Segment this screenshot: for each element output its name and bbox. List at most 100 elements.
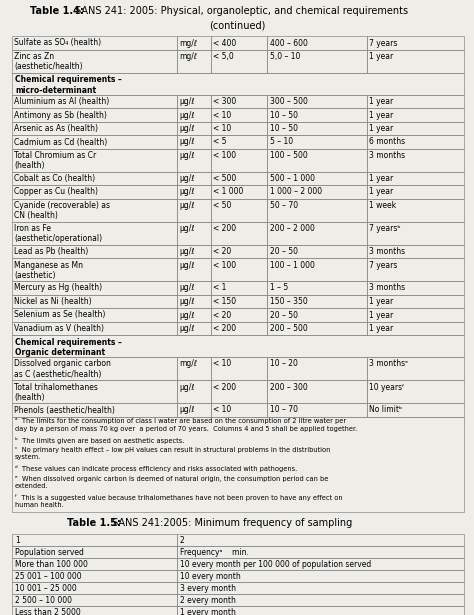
Bar: [267, 36, 367, 49]
Bar: [367, 221, 464, 245]
Bar: [12, 582, 177, 593]
Text: < 10: < 10: [213, 111, 232, 119]
Text: Cyanide (recoverable) as
CN (health): Cyanide (recoverable) as CN (health): [15, 201, 110, 220]
Text: Chemical requirements –
Organic determinant: Chemical requirements – Organic determin…: [15, 338, 122, 357]
Bar: [177, 295, 211, 308]
Text: 10 001 – 25 000: 10 001 – 25 000: [15, 584, 77, 593]
Bar: [211, 308, 267, 322]
Text: 10 yearsᶠ: 10 yearsᶠ: [369, 383, 405, 392]
Text: 20 – 50: 20 – 50: [270, 311, 298, 320]
Bar: [12, 403, 177, 416]
Text: 6 months: 6 months: [369, 138, 405, 146]
Bar: [177, 569, 464, 582]
Text: < 500: < 500: [213, 174, 237, 183]
Text: µg/ℓ: µg/ℓ: [180, 188, 195, 197]
Text: µg/ℓ: µg/ℓ: [180, 247, 195, 256]
Bar: [12, 258, 177, 281]
Text: µg/ℓ: µg/ℓ: [180, 297, 195, 306]
Text: Frequencyᵃ    min.: Frequencyᵃ min.: [180, 548, 249, 557]
Bar: [367, 95, 464, 108]
Text: No limitᵇ: No limitᵇ: [369, 405, 402, 415]
Bar: [177, 245, 211, 258]
Bar: [177, 357, 211, 380]
Bar: [211, 357, 267, 380]
Bar: [267, 172, 367, 185]
Text: 10 – 50: 10 – 50: [270, 111, 298, 119]
Text: 3 months: 3 months: [369, 151, 405, 160]
Text: 100 – 500: 100 – 500: [270, 151, 308, 160]
Text: 20 – 50: 20 – 50: [270, 247, 298, 256]
Text: < 5,0: < 5,0: [213, 52, 234, 61]
Bar: [211, 49, 267, 73]
Text: Dissolved organic carbon
as C (aesthetic/health): Dissolved organic carbon as C (aesthetic…: [15, 360, 111, 379]
Bar: [177, 148, 211, 172]
Text: Sulfate as SO₄ (health): Sulfate as SO₄ (health): [15, 39, 101, 47]
Text: mg/ℓ: mg/ℓ: [180, 52, 198, 61]
Bar: [211, 108, 267, 122]
Bar: [367, 295, 464, 308]
Bar: [12, 172, 177, 185]
Text: µg/ℓ: µg/ℓ: [180, 151, 195, 160]
Text: < 100: < 100: [213, 261, 237, 269]
Bar: [177, 172, 211, 185]
Bar: [177, 258, 211, 281]
Text: 1 year: 1 year: [369, 52, 393, 61]
Text: Mercury as Hg (health): Mercury as Hg (health): [15, 284, 103, 293]
Text: 2: 2: [180, 536, 185, 545]
Bar: [267, 199, 367, 221]
Bar: [367, 281, 464, 295]
Text: 1 year: 1 year: [369, 311, 393, 320]
Bar: [267, 148, 367, 172]
Bar: [211, 148, 267, 172]
Text: Vanadium as V (health): Vanadium as V (health): [15, 324, 104, 333]
Bar: [177, 403, 211, 416]
Bar: [177, 108, 211, 122]
Text: 1 week: 1 week: [369, 201, 396, 210]
Text: ᵇ  The limits given are based on aesthetic aspects.: ᵇ The limits given are based on aestheti…: [15, 437, 184, 444]
Text: 150 – 350: 150 – 350: [270, 297, 308, 306]
Bar: [211, 380, 267, 403]
Bar: [177, 135, 211, 148]
Bar: [367, 172, 464, 185]
Text: 10 – 20: 10 – 20: [270, 360, 298, 368]
Text: < 20: < 20: [213, 311, 232, 320]
Bar: [367, 199, 464, 221]
Text: µg/ℓ: µg/ℓ: [180, 97, 195, 106]
Bar: [267, 295, 367, 308]
Text: < 300: < 300: [213, 97, 237, 106]
Bar: [12, 569, 177, 582]
Text: 10 – 50: 10 – 50: [270, 124, 298, 133]
Bar: [12, 546, 177, 558]
Text: Iron as Fe
(aesthetic/operational): Iron as Fe (aesthetic/operational): [15, 224, 103, 244]
Text: 500 – 1 000: 500 – 1 000: [270, 174, 315, 183]
Bar: [12, 245, 177, 258]
Text: Copper as Cu (health): Copper as Cu (health): [15, 188, 99, 197]
Text: 1 year: 1 year: [369, 324, 393, 333]
Bar: [211, 199, 267, 221]
Text: 1 every month: 1 every month: [180, 608, 236, 615]
Bar: [211, 245, 267, 258]
Bar: [177, 322, 211, 335]
Bar: [12, 185, 177, 199]
Text: Antimony as Sb (health): Antimony as Sb (health): [15, 111, 108, 119]
Text: 1 year: 1 year: [369, 111, 393, 119]
Bar: [12, 49, 177, 73]
Text: µg/ℓ: µg/ℓ: [180, 174, 195, 183]
Bar: [267, 281, 367, 295]
Bar: [177, 380, 211, 403]
Bar: [12, 221, 177, 245]
Bar: [367, 49, 464, 73]
Text: More than 100 000: More than 100 000: [15, 560, 88, 569]
Bar: [12, 533, 177, 546]
Text: µg/ℓ: µg/ℓ: [180, 261, 195, 269]
Text: 300 – 500: 300 – 500: [270, 97, 308, 106]
Bar: [177, 606, 464, 615]
Text: Zinc as Zn
(aesthetic/health): Zinc as Zn (aesthetic/health): [15, 52, 83, 71]
Text: µg/ℓ: µg/ℓ: [180, 284, 195, 293]
Bar: [211, 403, 267, 416]
Text: 7 yearsᵇ: 7 yearsᵇ: [369, 224, 401, 233]
Bar: [12, 148, 177, 172]
Text: 400 – 600: 400 – 600: [270, 39, 308, 47]
Text: Lead as Pb (health): Lead as Pb (health): [15, 247, 89, 256]
Text: ᶜ  No primary health effect – low pH values can result in structural problems in: ᶜ No primary health effect – low pH valu…: [15, 447, 330, 460]
